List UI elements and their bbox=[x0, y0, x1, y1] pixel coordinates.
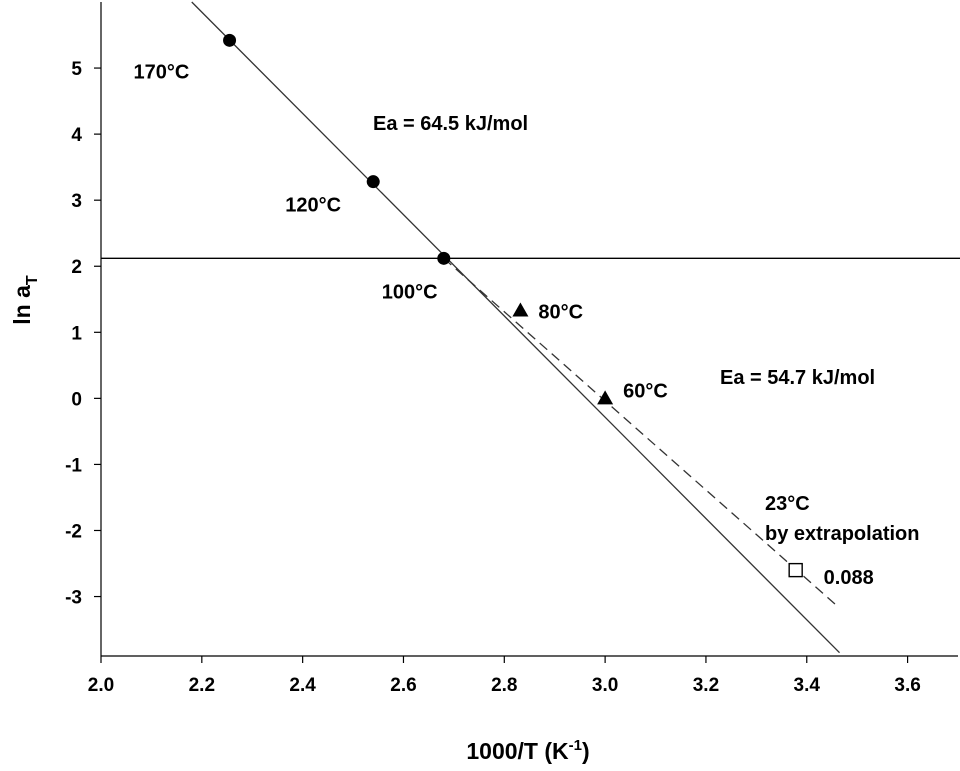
point-label: 170°C bbox=[134, 61, 190, 83]
x-tick-label: 3.6 bbox=[894, 675, 920, 696]
point-label: 120°C bbox=[285, 195, 341, 217]
extrapolation-label-temp: 23°C bbox=[765, 493, 810, 515]
x-tick-label: 3.4 bbox=[794, 675, 821, 696]
data-point-circle bbox=[223, 33, 237, 47]
point-label: 60°C bbox=[623, 380, 668, 402]
fit-line-high-temp bbox=[191, 1, 840, 654]
data-point-triangle bbox=[512, 302, 529, 317]
point-label: 80°C bbox=[538, 302, 583, 324]
data-point-circle bbox=[366, 175, 380, 189]
data-point-circle bbox=[437, 251, 451, 265]
x-tick-label: 2.6 bbox=[390, 675, 416, 696]
ea-high-label: Ea = 64.5 kJ/mol bbox=[373, 113, 528, 135]
y-tick-label: 1 bbox=[71, 323, 82, 344]
fit-line-low-temp bbox=[443, 257, 838, 607]
data-point-open-square bbox=[788, 562, 803, 578]
y-tick-label: 4 bbox=[71, 125, 82, 146]
point-label: 0.088 bbox=[824, 567, 874, 589]
y-tick-label: -3 bbox=[65, 588, 82, 609]
y-tick-label: 5 bbox=[71, 59, 82, 80]
y-tick-label: -2 bbox=[65, 521, 82, 542]
y-tick-label: -1 bbox=[65, 455, 82, 476]
x-tick-label: 3.2 bbox=[693, 675, 719, 696]
x-tick-label: 3.0 bbox=[592, 675, 618, 696]
x-tick-label: 2.8 bbox=[491, 675, 517, 696]
x-tick-label: 2.4 bbox=[289, 675, 316, 696]
ea-low-label: Ea = 54.7 kJ/mol bbox=[720, 367, 875, 389]
point-label: 100°C bbox=[382, 281, 438, 303]
data-point-triangle bbox=[597, 390, 614, 405]
y-tick-label: 0 bbox=[71, 389, 82, 410]
y-tick-label: 2 bbox=[71, 257, 82, 278]
x-tick-label: 2.0 bbox=[88, 675, 114, 696]
y-axis-title: ln aT bbox=[9, 275, 41, 325]
y-tick-label: 3 bbox=[71, 191, 82, 212]
x-axis-title: 1000/T (K-1) bbox=[466, 737, 589, 764]
x-tick-label: 2.2 bbox=[189, 675, 215, 696]
extrapolation-label-text: by extrapolation bbox=[765, 523, 919, 545]
